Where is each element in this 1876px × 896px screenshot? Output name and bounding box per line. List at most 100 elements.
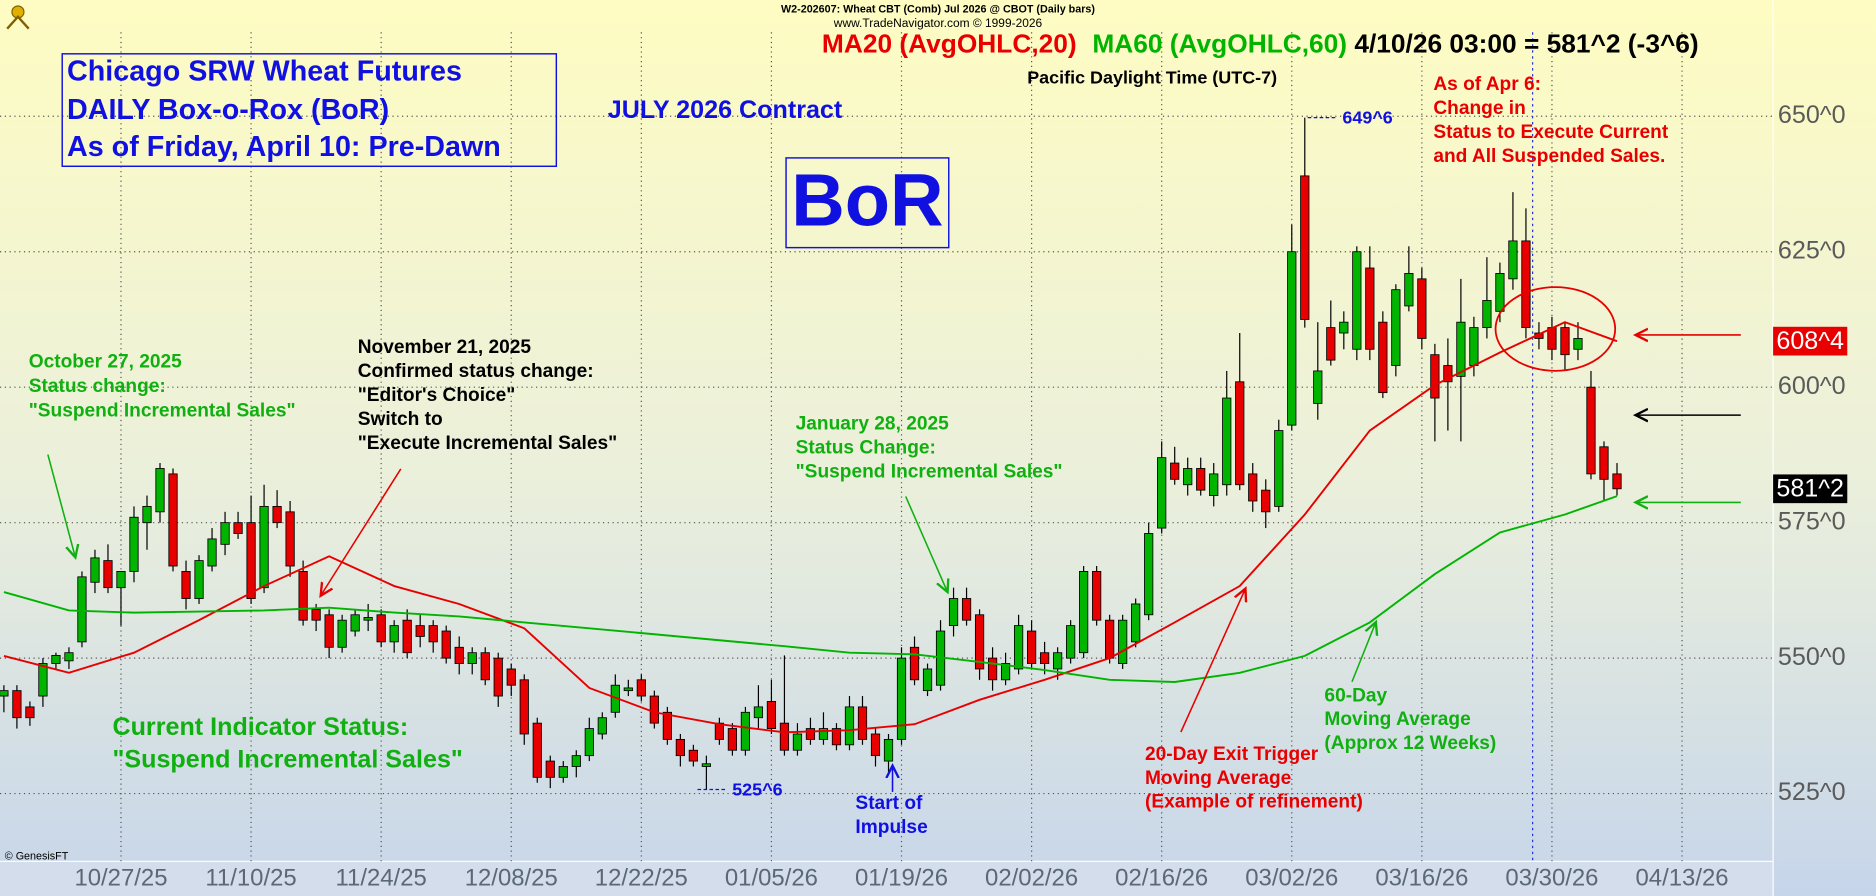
arrow [47,454,76,558]
price-label: 525^6 [732,779,782,799]
logo: BoR [791,158,943,241]
candle-body [857,706,868,740]
x-tick-label: 11/24/25 [336,865,427,892]
y-tick-label: 650^0 [1778,101,1846,129]
x-tick-label: 12/08/25 [465,865,558,892]
candle-body [870,733,881,757]
annotation: Status Change: [796,438,936,459]
quote: 4/10/26 03:00 = 581^2 (-3^6) [1354,28,1698,58]
annotation: 20-Day Exit Trigger [1145,744,1319,765]
candle-body [1196,468,1206,491]
y-tick-label: 625^0 [1778,236,1846,264]
candle-body [441,630,451,659]
candle-body [597,717,607,735]
chart-title: As of Friday, April 10: Pre-Dawn [67,131,501,163]
candle-body [1456,321,1466,377]
plot [0,117,1622,790]
candle-body [1144,533,1154,616]
candle-body [428,625,438,643]
candle-body [0,690,9,697]
candle-body [1521,240,1531,329]
candle-body [25,706,35,719]
candle-body [116,571,126,589]
candle-body [688,749,698,762]
candle-body [480,652,490,681]
candle-body [662,711,672,740]
candle-body [1000,663,1011,681]
candle-body [38,663,48,697]
annotation: Moving Average [1324,709,1470,730]
annotation: "Suspend Incremental Sales" [29,401,296,422]
candle-body [987,657,998,681]
annotation: (Approx 12 Weeks) [1324,733,1496,754]
arrow [321,468,402,596]
x-tick-label: 02/16/26 [1115,865,1208,892]
candle-body [1157,457,1167,529]
candle-body [649,695,659,724]
candle-body [1404,272,1414,307]
candle-body [1118,619,1128,664]
candle-body [376,614,386,643]
candle-body [1417,278,1427,339]
candle-body [64,652,74,662]
candle-body [1235,381,1245,486]
subtitle: JULY 2026 Contract [608,96,843,124]
candle-body [922,668,933,692]
candle-body [844,706,855,746]
candle-body [545,760,555,778]
x-tick-label: 01/19/26 [855,865,948,892]
x-tick-label: 11/10/25 [205,865,296,892]
timezone: Pacific Daylight Time (UTC-7) [1027,68,1277,88]
candle-body [51,654,61,664]
candle-body [896,657,907,740]
annotation: and All Suspended Sales. [1433,146,1665,167]
candle-body [1365,267,1375,350]
candle-body [1222,397,1232,486]
candle-body [1026,630,1037,664]
x-tick-label: 01/05/26 [725,865,818,892]
logo-icon [6,5,30,30]
candle-body [1183,468,1193,486]
x-tick-label: 03/16/26 [1375,865,1468,892]
y-tick-label: 575^0 [1778,507,1846,535]
annotation: "Editor's Choice" [358,385,516,406]
candle-body [1495,272,1505,312]
candle-body [402,619,412,654]
candle-body [1053,652,1063,670]
candle-body [1287,251,1297,426]
candle-body [883,738,894,762]
header: www.TradeNavigator.com © 1999-2026 [833,16,1043,30]
moving-average-line [3,495,1618,683]
candle-body [142,505,152,524]
candle-body [1352,251,1362,350]
candle-body [779,722,790,751]
annotation: Moving Average [1145,768,1291,789]
candle-body [506,668,516,686]
candle-body [558,766,568,778]
annotation: 60-Day [1324,685,1387,706]
candle-body [285,511,295,567]
candle-body [311,608,321,621]
candle-body [181,571,191,599]
candle-body [1313,370,1323,404]
annotation: (Example of refinement) [1145,792,1363,813]
price-label: 608^4 [1776,327,1844,355]
x-tick-label: 03/02/26 [1245,865,1338,892]
candle-body [1482,300,1492,329]
candle-body [792,733,803,751]
annotation: Change in [1433,98,1525,119]
candle-body [272,505,282,524]
candle-body [1612,473,1622,490]
candle-body [961,598,972,621]
y-tick-label: 525^0 [1778,778,1846,806]
candle-body [636,679,646,697]
candle-body [298,571,308,621]
candle-body [714,722,724,740]
candle-body [701,763,711,767]
candle-body [571,755,581,767]
candle-body [77,576,87,643]
annotation: Impulse [855,817,927,838]
candle-body [1586,386,1596,475]
candle-body [259,505,269,589]
candle-body [740,711,751,751]
